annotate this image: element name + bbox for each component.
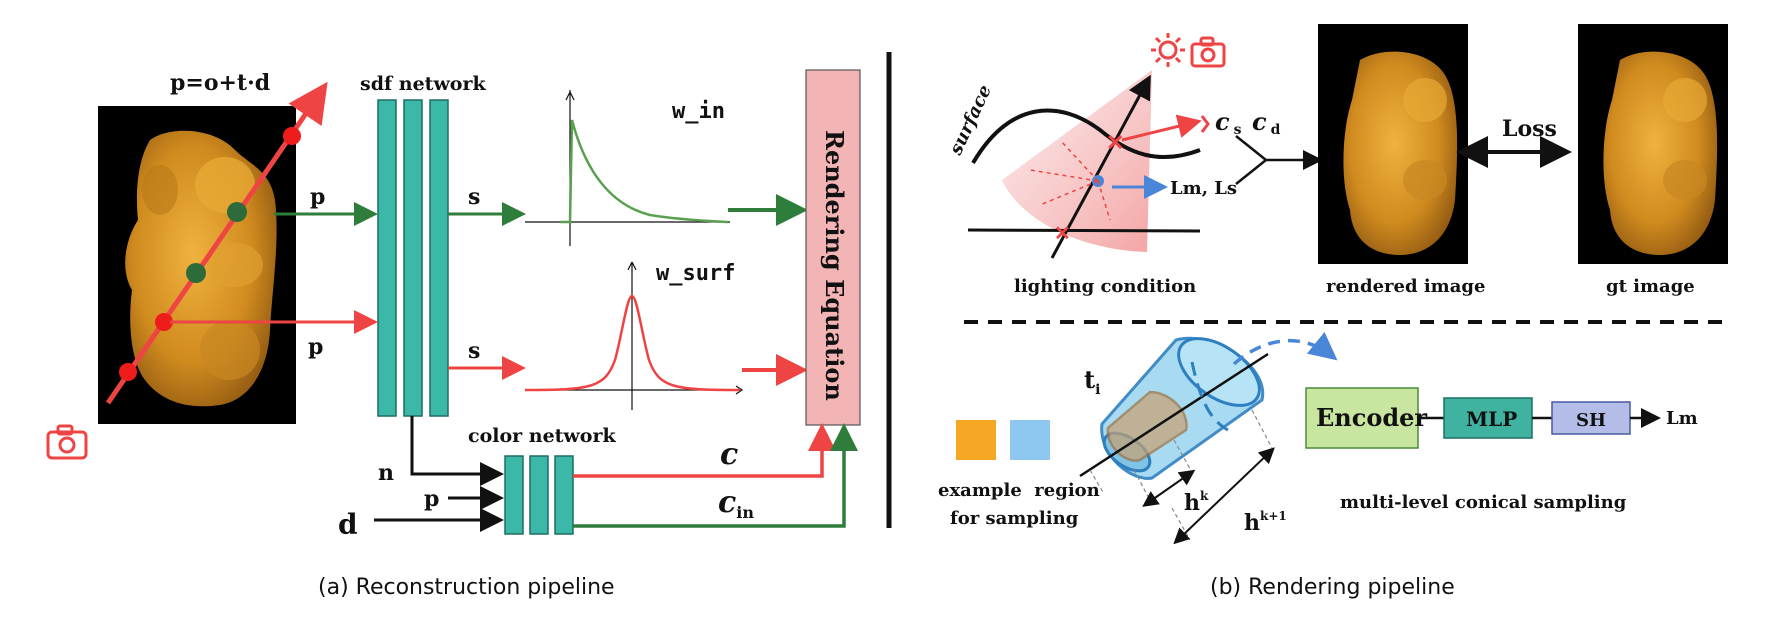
surface-hit-marker: ✕	[1106, 130, 1124, 156]
d-label: d	[338, 508, 358, 541]
merge-arrow	[1235, 135, 1318, 185]
conical-sampling-label: multi-level conical sampling	[1340, 492, 1627, 513]
sh-label: SH	[1576, 410, 1606, 431]
rendered-image	[1318, 24, 1468, 264]
input-p-bottom: p	[308, 334, 323, 360]
specular-arrow	[1121, 114, 1202, 142]
dim-guide	[1251, 409, 1273, 449]
color-layer	[504, 455, 524, 535]
indirect-ray	[1097, 180, 1111, 221]
t-i-label: ti	[1084, 365, 1100, 398]
w-surf-label: w_surf	[656, 261, 735, 286]
w-surf-plot	[524, 261, 744, 410]
example-region-line2: for sampling	[950, 508, 1079, 529]
h-k1-label: hk+1	[1244, 509, 1287, 536]
conical-frustum	[1079, 336, 1269, 480]
ray-sample-point	[227, 202, 247, 222]
color-network-label: color network	[468, 425, 616, 447]
sdf-network-label: sdf network	[360, 73, 486, 95]
bottom-hit-marker: ✕	[1054, 221, 1071, 245]
ray-sample-point	[119, 363, 137, 381]
example-swatch-blue	[1010, 420, 1050, 460]
sdf-layer	[429, 99, 449, 417]
indirect-ray	[1039, 180, 1099, 206]
lm-ls-label: Lm, Ls	[1170, 178, 1237, 199]
input-p-top: p	[310, 184, 325, 210]
h-k1-dim	[1173, 447, 1275, 545]
indirect-ray	[1059, 139, 1099, 182]
h-k-label: hk	[1184, 489, 1209, 516]
caption-a: (a) Reconstruction pipeline	[318, 575, 615, 600]
encoder-label: Encoder	[1316, 403, 1427, 432]
loss-label: Loss	[1502, 116, 1557, 142]
rendering-equation-box	[805, 69, 861, 426]
gt-image-label: gt image	[1606, 276, 1695, 297]
example-region-line1: example region	[938, 480, 1100, 501]
example-swatch-orange	[956, 420, 996, 460]
c-label: c	[720, 437, 738, 472]
mlp-label: MLP	[1466, 407, 1517, 431]
rendered-image-label: rendered image	[1326, 276, 1485, 297]
ray-sample-point	[283, 127, 301, 145]
ray-sample-point	[155, 313, 173, 331]
output-s-top: s	[468, 184, 480, 210]
lower-curve	[967, 228, 1201, 233]
dim-guide	[1089, 469, 1105, 495]
camera-icon	[1190, 36, 1226, 68]
ray-sample-point	[186, 263, 206, 283]
surface-curve	[971, 108, 1201, 165]
n-label: n	[378, 460, 394, 486]
p-label: p	[424, 486, 439, 512]
light-source-icon	[1151, 33, 1185, 67]
sdf-layer	[377, 99, 397, 417]
mlp-box	[1443, 397, 1533, 439]
lm-label: Lm	[1666, 408, 1698, 429]
camera-icon	[46, 424, 88, 460]
ray-equation: p=o+t·d	[170, 70, 270, 96]
normal-arrow	[410, 416, 504, 486]
c-in-label: cin	[718, 485, 754, 522]
color-layer	[529, 455, 549, 535]
lighting-condition-label: lighting condition	[1014, 276, 1196, 297]
color-in-output-arrow	[573, 423, 858, 528]
sdf-layer	[403, 99, 423, 417]
specular-bracket	[1200, 115, 1210, 133]
output-s-bottom: s	[468, 338, 480, 364]
color-output-arrow	[573, 423, 836, 478]
encode-arrow	[1232, 331, 1338, 366]
caption-b: (b) Rendering pipeline	[1210, 575, 1455, 600]
encoder-box	[1305, 387, 1419, 449]
camera-ray-b	[1050, 74, 1151, 259]
w-in-plot	[525, 90, 730, 246]
rendering-equation-label: Rendering Equation	[820, 130, 849, 401]
gt-image	[1578, 24, 1728, 264]
w-in-label: w_in	[672, 99, 725, 124]
light-cone	[1002, 70, 1152, 252]
indirect-ray	[1029, 169, 1099, 182]
color-layer	[554, 455, 574, 535]
surface-label: surface	[945, 82, 996, 159]
